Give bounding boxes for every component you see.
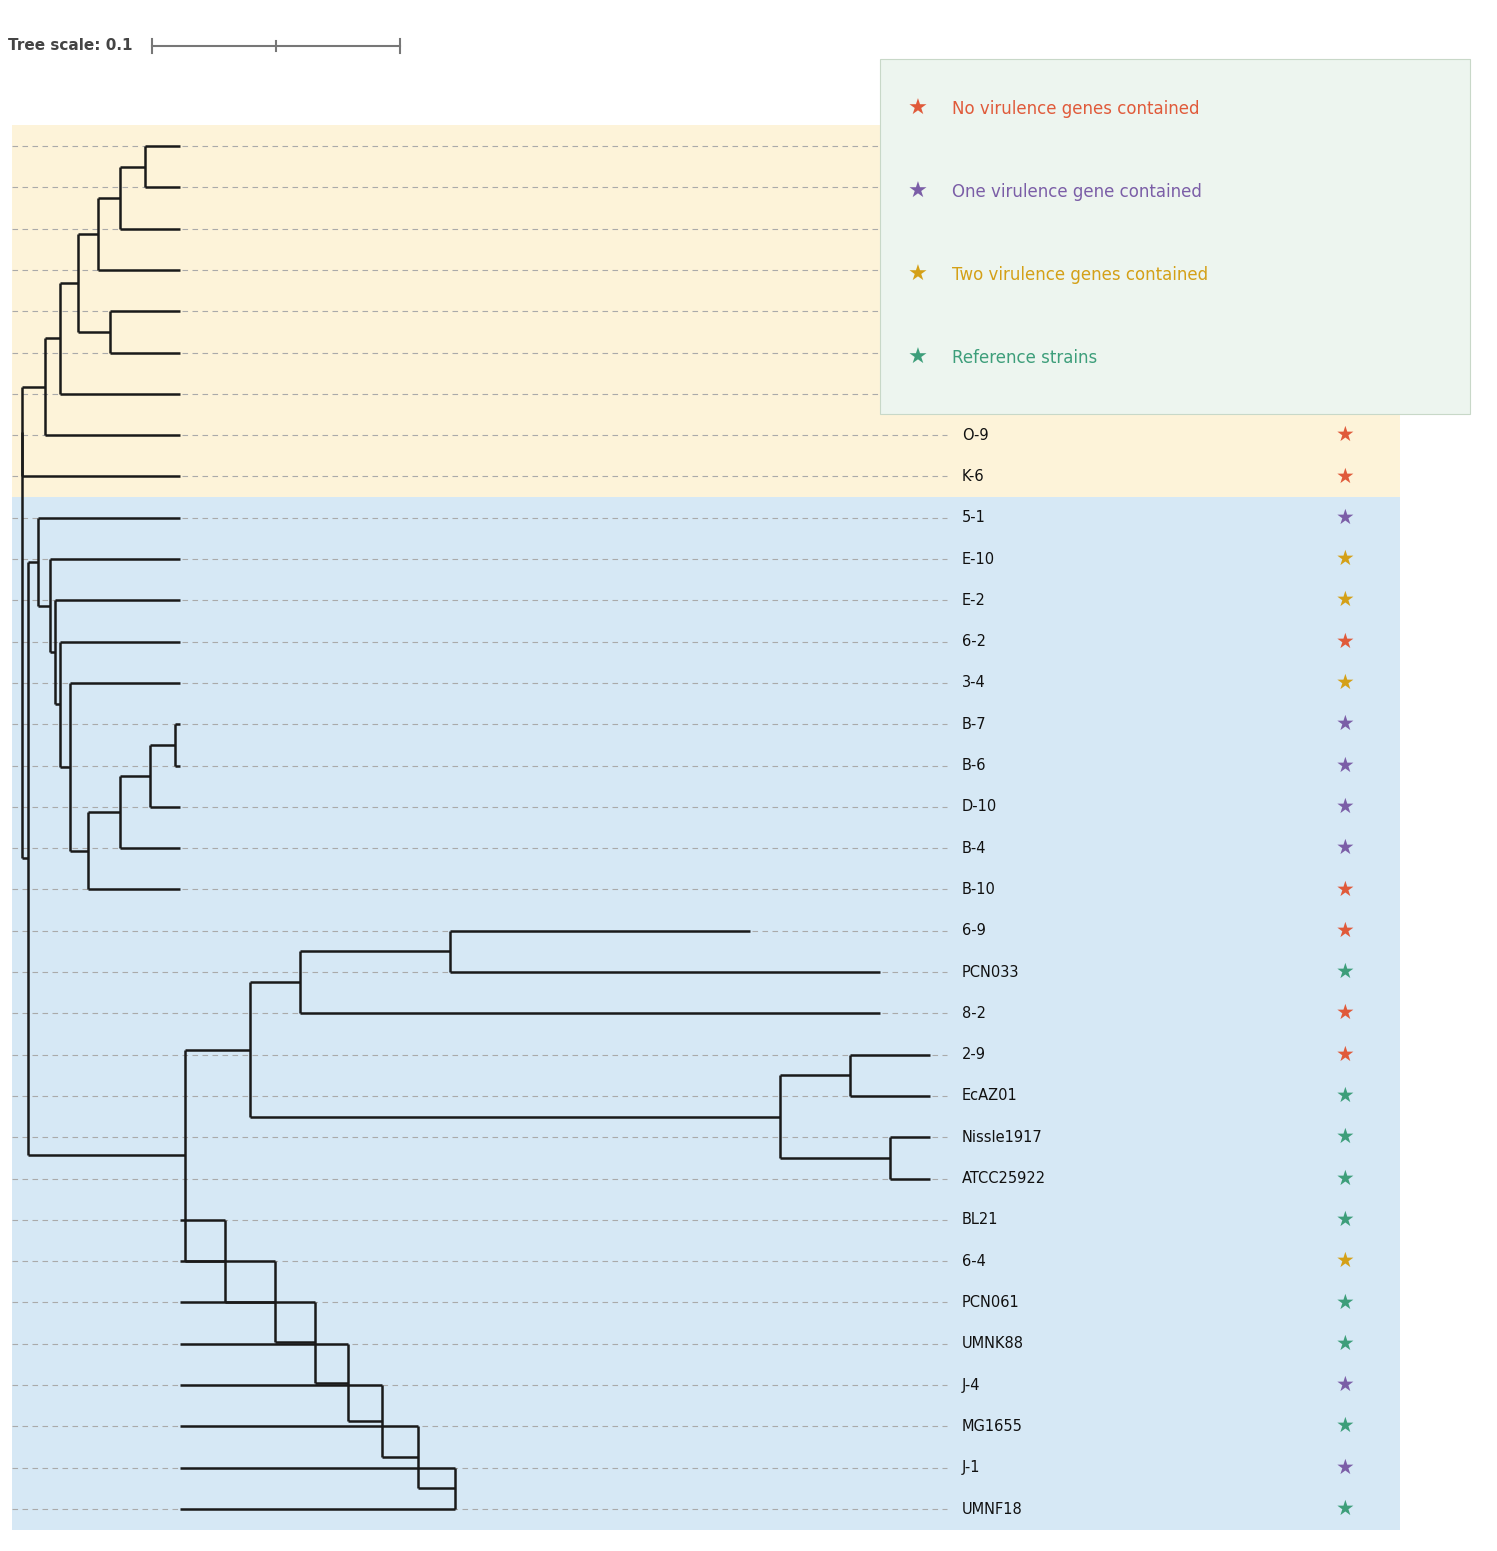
Text: ★: ★ [1335,631,1355,651]
Text: ★: ★ [1335,1045,1355,1064]
Text: 3-2: 3-2 [963,138,987,154]
Text: ★: ★ [1335,1498,1355,1518]
Text: ★: ★ [1335,1210,1355,1230]
Text: ★: ★ [1335,715,1355,734]
Text: UMNF18: UMNF18 [963,1501,1022,1517]
Text: PCN033: PCN033 [963,965,1019,980]
Text: Tree scale: 0.1: Tree scale: 0.1 [7,39,133,53]
Text: O-9: O-9 [963,428,988,442]
Text: 6-2: 6-2 [963,634,987,650]
Text: ★: ★ [1335,755,1355,776]
Text: ★: ★ [1335,962,1355,982]
Text: 5-1: 5-1 [963,510,987,526]
Text: 6-1: 6-1 [963,262,987,278]
Text: 6-10: 6-10 [963,180,996,195]
Text: BL21: BL21 [963,1213,998,1227]
Text: E-2: E-2 [963,592,987,608]
Text: ★: ★ [909,347,928,368]
Text: D-10: D-10 [963,799,997,814]
Text: ★: ★ [1335,219,1355,239]
Text: ★: ★ [1335,1003,1355,1024]
Text: 3-4: 3-4 [963,675,985,690]
Text: ★: ★ [1335,425,1355,445]
Text: 10-5: 10-5 [963,222,996,236]
Text: ★: ★ [1335,1128,1355,1148]
Text: Reference strains: Reference strains [952,349,1097,368]
Text: ★: ★ [1335,261,1355,279]
Text: UMNK88: UMNK88 [963,1337,1024,1351]
Text: ★: ★ [1335,301,1355,321]
Text: ★: ★ [1335,177,1355,197]
Text: ★: ★ [1335,1416,1355,1436]
Text: 2-9: 2-9 [963,1047,987,1062]
Text: 8-2: 8-2 [963,1007,987,1021]
Text: ★: ★ [1335,549,1355,569]
Text: ★: ★ [1335,383,1355,403]
Text: ★: ★ [1335,673,1355,693]
Text: B-6: B-6 [963,758,987,772]
Text: B-4: B-4 [963,841,987,856]
Text: Two virulence genes contained: Two virulence genes contained [952,267,1208,284]
Text: ★: ★ [1335,343,1355,363]
Text: No virulence genes contained: No virulence genes contained [952,99,1199,118]
Text: J-4: J-4 [963,1377,981,1393]
Text: One virulence gene contained: One virulence gene contained [952,183,1202,202]
Text: 5-2: 5-2 [963,344,987,360]
Text: ★: ★ [1335,1376,1355,1394]
Text: K-6: K-6 [963,468,985,484]
Text: ★: ★ [1335,1334,1355,1354]
Text: ★: ★ [1335,1252,1355,1272]
Text: ★: ★ [1335,1168,1355,1188]
Text: ★: ★ [1335,507,1355,527]
Text: ★: ★ [1335,879,1355,900]
Text: ★: ★ [1335,591,1355,611]
Text: ★: ★ [909,265,928,285]
Text: E-10: E-10 [963,552,996,566]
Text: L-6: L-6 [963,386,985,402]
Text: 8-9: 8-9 [963,304,987,318]
Bar [12,126,1400,496]
Text: ATCC25922: ATCC25922 [963,1171,1046,1187]
Text: 6-9: 6-9 [963,923,987,938]
Text: ★: ★ [1335,921,1355,941]
Bar [12,496,1400,1529]
Text: ★: ★ [1335,1086,1355,1106]
Text: ★: ★ [1335,1292,1355,1312]
Text: J-1: J-1 [963,1459,981,1475]
Text: PCN061: PCN061 [963,1295,1019,1311]
Text: ★: ★ [909,181,928,202]
Text: MG1655: MG1655 [963,1419,1022,1433]
Text: EcAZ01: EcAZ01 [963,1089,1018,1103]
Text: ★: ★ [1335,797,1355,817]
Text: ★: ★ [1335,467,1355,487]
Text: Nissle1917: Nissle1917 [963,1129,1043,1145]
Bar [880,59,1470,414]
Text: 6-4: 6-4 [963,1253,987,1269]
Text: B-10: B-10 [963,883,996,896]
Text: B-7: B-7 [963,717,987,732]
Text: ★: ★ [1335,1458,1355,1478]
Text: ★: ★ [1335,136,1355,157]
Text: ★: ★ [909,99,928,119]
Text: ★: ★ [1335,838,1355,858]
